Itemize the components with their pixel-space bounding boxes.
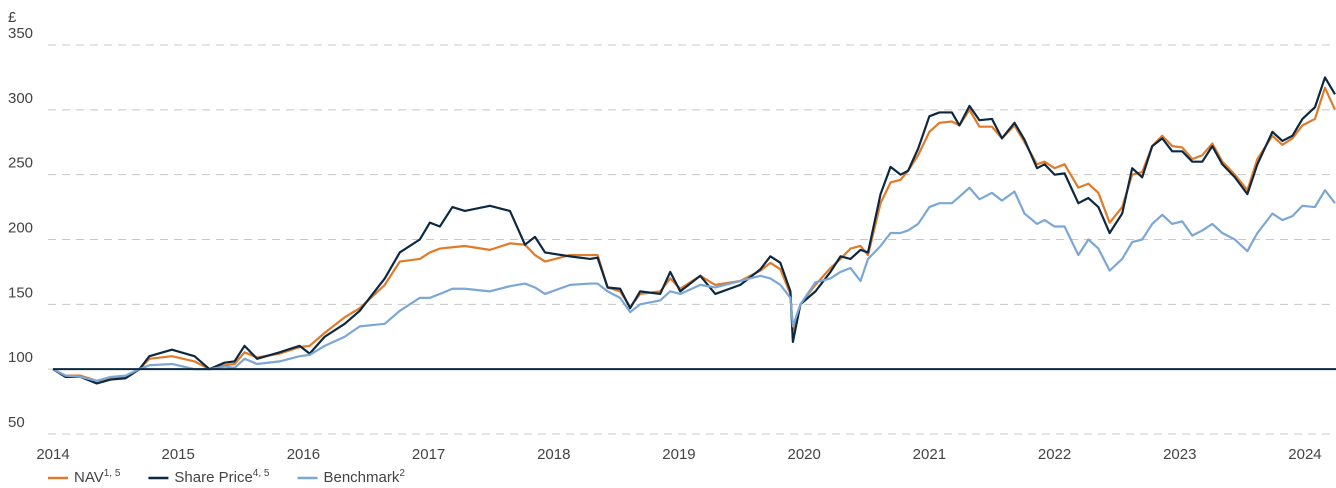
x-tick-label: 2018 [537, 446, 570, 463]
y-tick-label: 150 [8, 284, 33, 301]
legend-label: Share Price4, 5 [174, 468, 269, 486]
series-line [52, 86, 1336, 382]
x-tick-label: 2017 [412, 446, 445, 463]
y-unit-label: £ [8, 9, 17, 26]
x-tick-label: 2015 [162, 446, 195, 463]
x-tick-label: 2020 [787, 446, 820, 463]
legend-name: NAV [74, 469, 104, 486]
x-tick-label: 2019 [662, 446, 695, 463]
legend-name: Share Price [174, 469, 252, 486]
x-tick-label: 2021 [913, 446, 946, 463]
legend-name: Benchmark [323, 469, 399, 486]
y-tick-label: 250 [8, 155, 33, 172]
y-tick-label: 200 [8, 219, 33, 236]
x-tick-label: 2024 [1288, 446, 1321, 463]
legend-superscript: 1, 5 [104, 468, 121, 479]
x-tick-label: 2022 [1038, 446, 1071, 463]
legend-label: NAV1, 5 [74, 468, 121, 486]
legend-superscript: 4, 5 [253, 468, 270, 479]
y-tick-label: 300 [8, 90, 33, 107]
legend-superscript: 2 [399, 468, 405, 479]
legend-label: Benchmark2 [323, 468, 405, 486]
x-tick-label: 2014 [36, 446, 69, 463]
x-tick-label: 2016 [287, 446, 320, 463]
y-tick-label: 100 [8, 349, 33, 366]
x-tick-label: 2023 [1163, 446, 1196, 463]
y-tick-label: 350 [8, 25, 33, 42]
series-line [52, 186, 1336, 382]
series-line [52, 76, 1336, 385]
y-tick-label: 50 [8, 414, 25, 431]
